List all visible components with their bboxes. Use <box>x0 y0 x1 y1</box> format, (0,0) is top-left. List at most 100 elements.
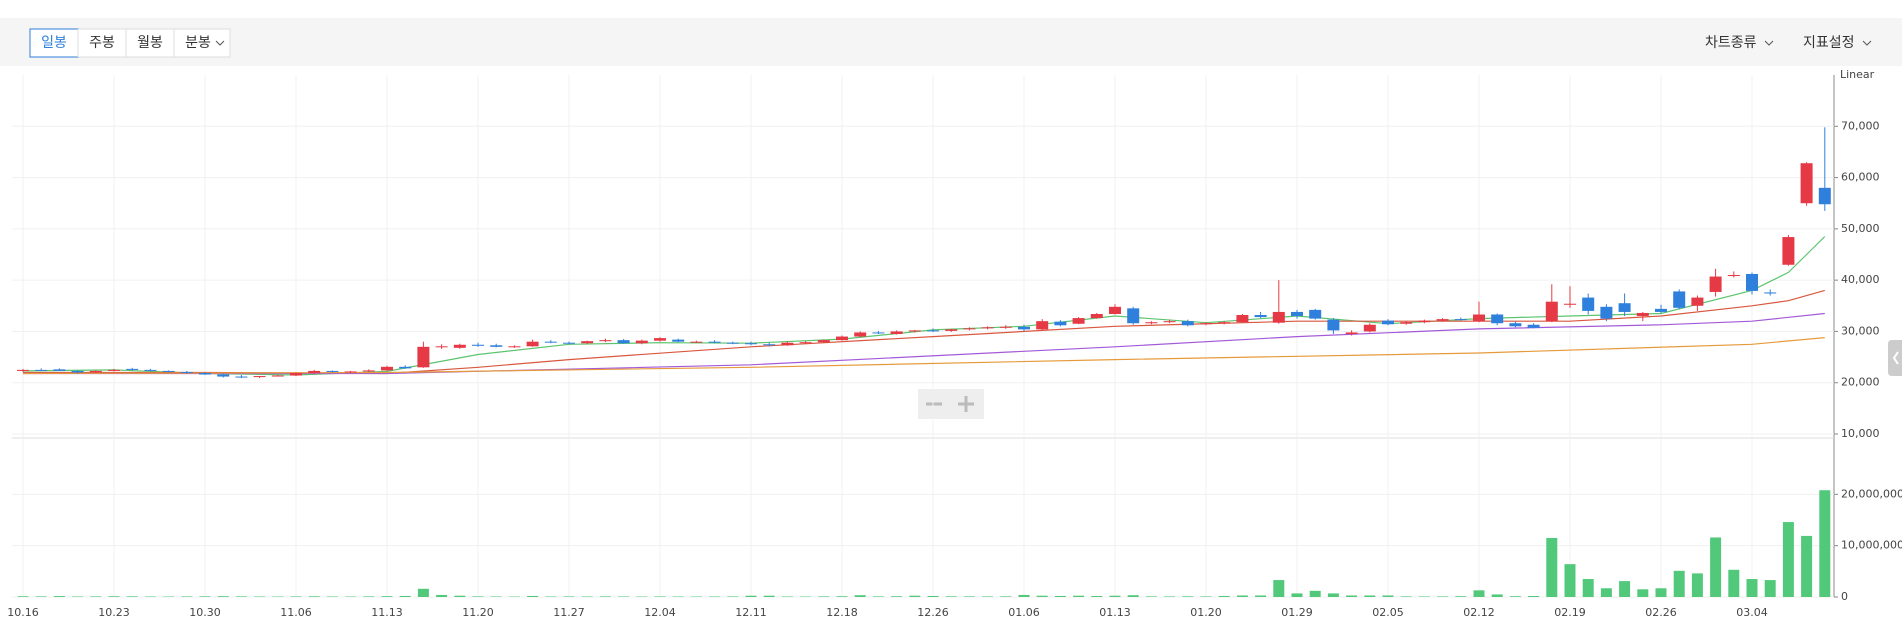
candle-body <box>1619 303 1631 312</box>
candle-body <box>690 342 702 343</box>
volume-bar <box>909 596 920 597</box>
volume-bar <box>1273 580 1284 597</box>
volume-bar <box>1601 588 1612 597</box>
x-tick-label: 03.04 <box>1736 606 1768 619</box>
volume-bar <box>473 596 484 597</box>
candle-body <box>1327 320 1339 331</box>
candle-body <box>1018 327 1030 330</box>
volume-bar <box>218 596 229 597</box>
candle-body <box>508 346 520 347</box>
x-tick-label: 12.11 <box>735 606 767 619</box>
x-tick-label: 10.23 <box>98 606 130 619</box>
menu-label: 차트종류 <box>1705 35 1757 51</box>
interval-button[interactable]: 주봉 <box>78 29 126 57</box>
volume-bar <box>1819 490 1830 597</box>
volume-bar <box>1419 596 1430 597</box>
volume-bar <box>1219 596 1230 597</box>
volume-bar <box>418 589 429 597</box>
candle-body <box>490 345 502 347</box>
volume-bar <box>254 596 265 597</box>
candle-body <box>1000 327 1012 328</box>
candle-body <box>1200 323 1212 324</box>
volume-bar <box>1037 596 1048 597</box>
candle-body <box>53 369 65 371</box>
volume-bar <box>236 596 247 597</box>
y-tick-label: 0 <box>1841 590 1848 603</box>
candle-body <box>1491 315 1503 324</box>
moving-average <box>23 314 1825 374</box>
candle-body <box>709 342 721 343</box>
candle-body <box>963 328 975 329</box>
button-label: 분봉 <box>185 35 211 51</box>
candle-body <box>927 330 939 331</box>
button-label: 일봉 <box>41 35 67 51</box>
candle-body <box>800 342 812 343</box>
candle-body <box>417 347 429 368</box>
volume-bar <box>982 596 993 597</box>
candle-body <box>1127 308 1139 323</box>
volume-bar <box>1146 596 1157 597</box>
candle-body <box>1054 322 1066 326</box>
volume-bar <box>1364 595 1375 597</box>
candle-body <box>326 371 338 372</box>
candle-body <box>1109 307 1121 314</box>
x-tick-label: 11.20 <box>462 606 494 619</box>
x-tick-label: 11.13 <box>371 606 403 619</box>
volume-bar <box>363 596 374 597</box>
candle-body <box>945 329 957 331</box>
candle-body <box>1509 323 1521 326</box>
volume-bar <box>1110 596 1121 597</box>
volume-bar <box>1583 579 1594 597</box>
candle-body <box>891 331 903 334</box>
candle-body <box>654 338 666 341</box>
volume-bar <box>1164 596 1175 597</box>
volume-bar <box>90 596 101 597</box>
volume-bar <box>1437 596 1448 597</box>
candle-body <box>872 332 884 333</box>
candle-body <box>254 376 266 377</box>
volume-bar <box>1492 594 1503 597</box>
y-tick-label: 40,000 <box>1841 273 1880 286</box>
y-tick-label: 20,000,000 <box>1841 487 1902 500</box>
candle-body <box>1418 321 1430 323</box>
volume-bar <box>600 596 611 597</box>
volume-bar <box>1510 596 1521 597</box>
volume-bar <box>746 596 757 597</box>
volume-bar <box>1474 590 1485 597</box>
candle-body <box>1255 315 1267 317</box>
x-tick-label: 02.05 <box>1372 606 1404 619</box>
volume-bar <box>1128 595 1139 597</box>
interval-button[interactable]: 일봉 <box>30 29 78 57</box>
y-tick-label: 20,000 <box>1841 376 1880 389</box>
zoom-controls[interactable] <box>918 389 984 419</box>
volume-bar <box>1000 596 1011 597</box>
volume-bar <box>582 596 593 597</box>
candle-body <box>1728 275 1740 276</box>
candle-body <box>1218 322 1230 323</box>
volume-bar <box>1710 537 1721 597</box>
volume-bar <box>327 596 338 597</box>
volume-bar <box>291 596 302 597</box>
moving-average <box>23 338 1825 374</box>
candle-body <box>217 375 229 377</box>
volume-bar <box>709 596 720 597</box>
scale-label: Linear <box>1840 68 1875 81</box>
candle-body <box>854 332 866 336</box>
volume-bar <box>1765 580 1776 597</box>
volume-bar <box>1783 522 1794 597</box>
candle-body <box>17 370 29 371</box>
y-tick-label: 10,000,000 <box>1841 539 1902 552</box>
candle-body <box>727 343 739 344</box>
candle-body <box>308 371 320 373</box>
interval-button[interactable]: 분봉 <box>174 29 230 57</box>
volume-bar <box>145 596 156 597</box>
candle-body <box>1273 312 1285 323</box>
candle-body <box>836 337 848 341</box>
candle-body <box>636 341 648 344</box>
candle-body <box>781 343 793 346</box>
candle-body <box>1091 314 1103 318</box>
interval-button[interactable]: 월봉 <box>126 29 174 57</box>
volume-bar <box>436 595 447 597</box>
volume-bar <box>545 596 556 597</box>
